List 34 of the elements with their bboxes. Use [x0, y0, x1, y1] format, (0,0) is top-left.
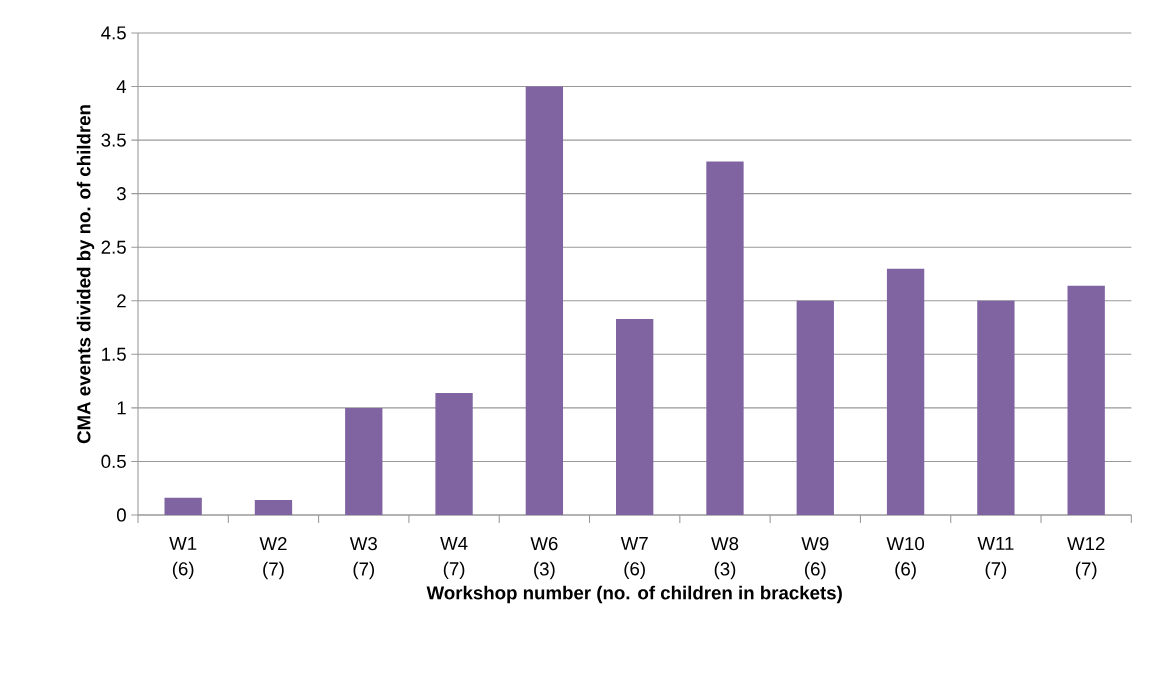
x-tick-label: W3 (7) — [349, 537, 377, 580]
x-tick-label: W7 (6) — [620, 537, 648, 580]
bar — [254, 499, 293, 515]
x-axis-title: Workshop number (no. of children in brackets) — [426, 585, 842, 604]
y-tick-label: 1.5 — [102, 347, 126, 361]
y-tick-label: 2 — [117, 294, 126, 308]
bar — [796, 300, 834, 515]
bar — [886, 268, 925, 515]
y-axis-title: CMA events divided by no. of children — [76, 105, 95, 444]
x-tick-label: W4 (7) — [440, 537, 468, 580]
x-tick-label: W6 (3) — [530, 537, 558, 580]
y-tick-label: 2.5 — [101, 240, 126, 254]
y-tick-label: 4 — [116, 80, 127, 93]
y-tick-label: 4.5 — [101, 26, 126, 40]
bar — [345, 407, 383, 515]
x-tick-label: W9 (6) — [801, 537, 829, 580]
bar — [1067, 285, 1105, 515]
bar — [435, 392, 473, 515]
x-tick-label: W8 (3) — [711, 537, 739, 580]
y-tick-label: 0 — [116, 508, 126, 522]
x-tick-label: W1 (6) — [169, 537, 197, 580]
bar — [525, 86, 564, 515]
y-tick-label: 0.5 — [101, 454, 126, 469]
x-tick-label: W12 (7) — [1067, 537, 1105, 580]
bar — [616, 318, 654, 515]
bar — [164, 497, 202, 515]
x-tick-label: W10 (6) — [886, 537, 925, 580]
y-tick-label: 1 — [117, 401, 126, 415]
x-tick-label: W11 (7) — [977, 537, 1014, 580]
bar — [706, 161, 744, 515]
x-tick-label: W2 (7) — [259, 537, 287, 580]
y-tick-label: 3.5 — [101, 133, 126, 147]
y-tick-label: 3 — [116, 187, 126, 201]
bar — [977, 300, 1015, 515]
